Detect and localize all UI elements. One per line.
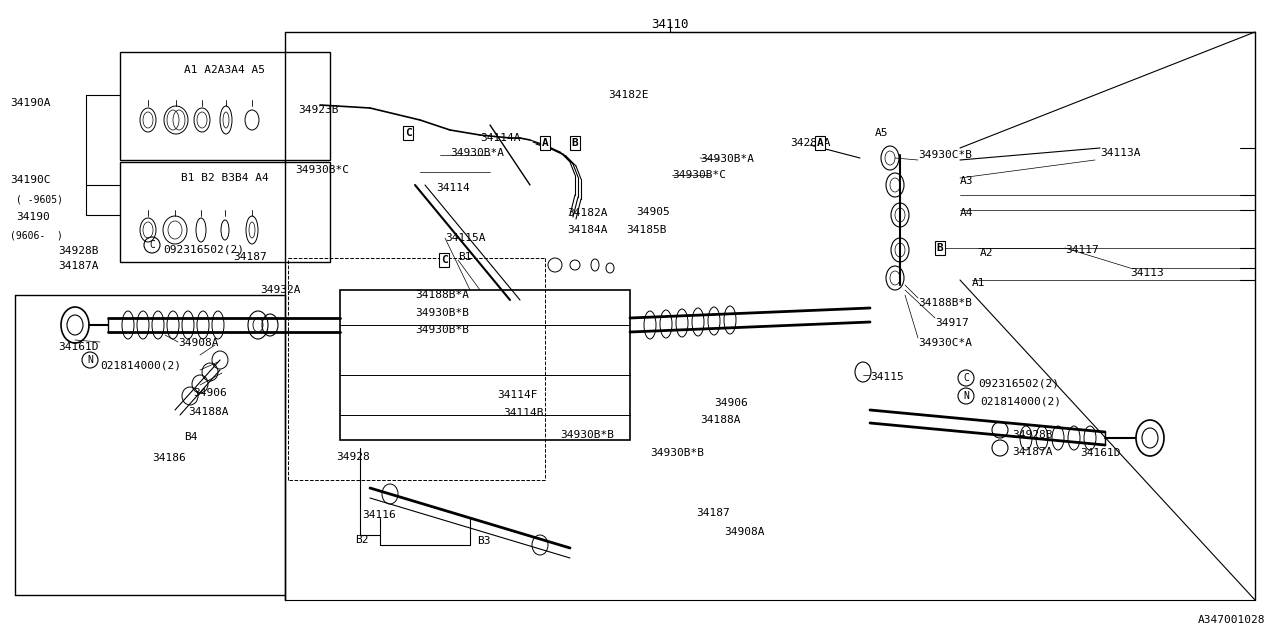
Text: 34923B: 34923B [298, 105, 338, 115]
Text: 34930B*A: 34930B*A [700, 154, 754, 164]
Text: 34117: 34117 [1065, 245, 1098, 255]
Text: 34187A: 34187A [58, 261, 99, 271]
Text: 34161D: 34161D [1080, 448, 1120, 458]
Text: B: B [937, 243, 943, 253]
Text: A3: A3 [960, 176, 974, 186]
Text: B2: B2 [355, 535, 369, 545]
Text: B3: B3 [477, 536, 490, 546]
Text: 34115: 34115 [870, 372, 904, 382]
Text: 021814000(2): 021814000(2) [980, 396, 1061, 406]
Text: 34930B*B: 34930B*B [561, 430, 614, 440]
Text: A: A [541, 138, 548, 148]
Text: C: C [440, 255, 448, 265]
Text: 34930B*A: 34930B*A [451, 148, 504, 158]
Text: 021814000(2): 021814000(2) [100, 360, 180, 370]
Text: (9606-  ): (9606- ) [10, 230, 63, 240]
Text: 34116: 34116 [362, 510, 396, 520]
Text: A4: A4 [960, 208, 974, 218]
Text: N: N [963, 391, 969, 401]
Text: 34928: 34928 [335, 452, 370, 462]
Text: 34188A: 34188A [188, 407, 229, 417]
Text: B4: B4 [184, 432, 197, 442]
Text: 34187A: 34187A [1012, 447, 1052, 457]
Text: 34114A: 34114A [480, 133, 521, 143]
Text: 34187: 34187 [233, 252, 266, 262]
Text: 34906: 34906 [193, 388, 227, 398]
Text: 34930C*B: 34930C*B [918, 150, 972, 160]
Text: 34184A: 34184A [567, 225, 608, 235]
Text: 34932A: 34932A [260, 285, 301, 295]
Text: A: A [817, 138, 823, 148]
Text: 34928B: 34928B [58, 246, 99, 256]
Text: 34188B*B: 34188B*B [918, 298, 972, 308]
Text: 34190A: 34190A [10, 98, 50, 108]
Text: 34182A: 34182A [567, 208, 608, 218]
Text: 34190: 34190 [15, 212, 50, 222]
Text: B1: B1 [458, 252, 471, 262]
Text: 34115A: 34115A [445, 233, 485, 243]
Text: C: C [404, 128, 411, 138]
Text: 34113: 34113 [1130, 268, 1164, 278]
Text: 34188A: 34188A [700, 415, 741, 425]
Text: 34906: 34906 [714, 398, 748, 408]
Text: 34186: 34186 [152, 453, 186, 463]
Text: 34930C*A: 34930C*A [918, 338, 972, 348]
Text: 34905: 34905 [636, 207, 669, 217]
Text: A1: A1 [972, 278, 986, 288]
Text: 34930B*C: 34930B*C [672, 170, 726, 180]
Text: 34114F: 34114F [497, 390, 538, 400]
Text: ( -9605): ( -9605) [15, 194, 63, 204]
Bar [120, 162, 330, 262]
Text: 34113A: 34113A [1100, 148, 1140, 158]
Text: B1 B2 B3B4 A4: B1 B2 B3B4 A4 [182, 173, 269, 183]
Text: 34930B*B: 34930B*B [415, 325, 468, 335]
Text: 34908A: 34908A [724, 527, 764, 537]
Text: 34114: 34114 [436, 183, 470, 193]
Text: 34110: 34110 [652, 18, 689, 31]
Bar [340, 290, 630, 440]
Text: 34182E: 34182E [608, 90, 649, 100]
Text: A1 A2A3A4 A5: A1 A2A3A4 A5 [184, 65, 265, 75]
Text: 34282A: 34282A [790, 138, 831, 148]
Text: A5: A5 [876, 128, 888, 138]
Text: 34161D: 34161D [58, 342, 99, 352]
Text: 092316502(2): 092316502(2) [163, 244, 244, 254]
Text: 34187: 34187 [696, 508, 730, 518]
Text: 34928B: 34928B [1012, 430, 1052, 440]
Text: 34908A: 34908A [178, 338, 219, 348]
Text: A2: A2 [980, 248, 993, 258]
Text: C: C [148, 240, 155, 250]
Text: B: B [572, 138, 579, 148]
Text: 092316502(2): 092316502(2) [978, 378, 1059, 388]
Text: 34930B*B: 34930B*B [650, 448, 704, 458]
Text: 34930B*C: 34930B*C [294, 165, 349, 175]
Text: 34188B*A: 34188B*A [415, 290, 468, 300]
Text: 34114B: 34114B [503, 408, 544, 418]
Text: 34190C: 34190C [10, 175, 50, 185]
Text: A347001028: A347001028 [1198, 615, 1265, 625]
Text: C: C [963, 373, 969, 383]
Text: 34185B: 34185B [626, 225, 667, 235]
Text: 34917: 34917 [934, 318, 969, 328]
Text: 34930B*B: 34930B*B [415, 308, 468, 318]
Text: N: N [87, 355, 93, 365]
Bar [120, 52, 330, 160]
